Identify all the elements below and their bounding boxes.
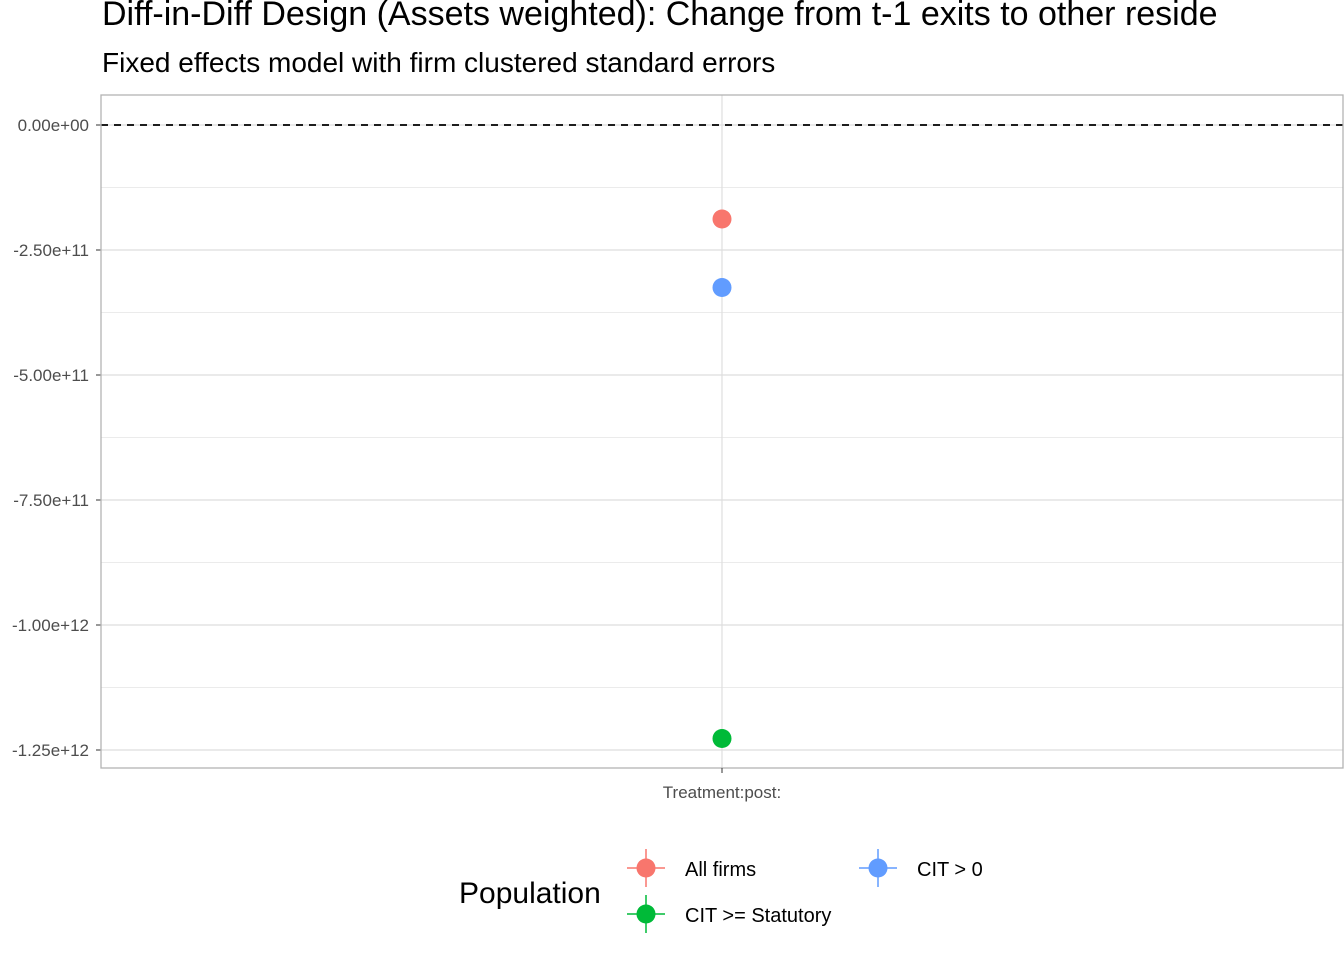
- chart-title: Diff-in-Diff Design (Assets weighted): C…: [102, 0, 1218, 33]
- axis-layer: 0.00e+00 -2.50e+11 -5.00e+11 -7.50e+11 -1.00…: [12, 94, 1344, 802]
- legend-key: [627, 895, 665, 933]
- y-tick-label: -2.50e+11: [13, 241, 89, 260]
- legend-label: All firms: [685, 859, 756, 881]
- legend-title: Population: [459, 877, 601, 910]
- x-tick-label: Treatment:post:: [663, 783, 781, 802]
- y-tick-label: -7.50e+11: [13, 491, 89, 510]
- legend-label: CIT > 0: [917, 859, 983, 881]
- legend-key: [859, 849, 897, 887]
- data-point: [712, 729, 732, 748]
- legend-label: CIT >= Statutory: [685, 905, 831, 927]
- y-tick-label: -1.25e+12: [12, 741, 89, 760]
- chart-subtitle: Fixed effects model with firm clustered …: [102, 47, 776, 78]
- legend-key: [627, 849, 665, 887]
- y-tick-label: -5.00e+11: [13, 366, 89, 385]
- legend: Population All firms CIT > 0 CIT >= Statuto…: [459, 849, 983, 933]
- data-point: [712, 209, 732, 229]
- y-tick-label: -1.00e+12: [12, 616, 89, 635]
- grid-layer: [101, 95, 1343, 768]
- data-point: [712, 278, 732, 297]
- point-layer: [712, 209, 732, 748]
- y-tick-label: 0.00e+00: [18, 116, 89, 135]
